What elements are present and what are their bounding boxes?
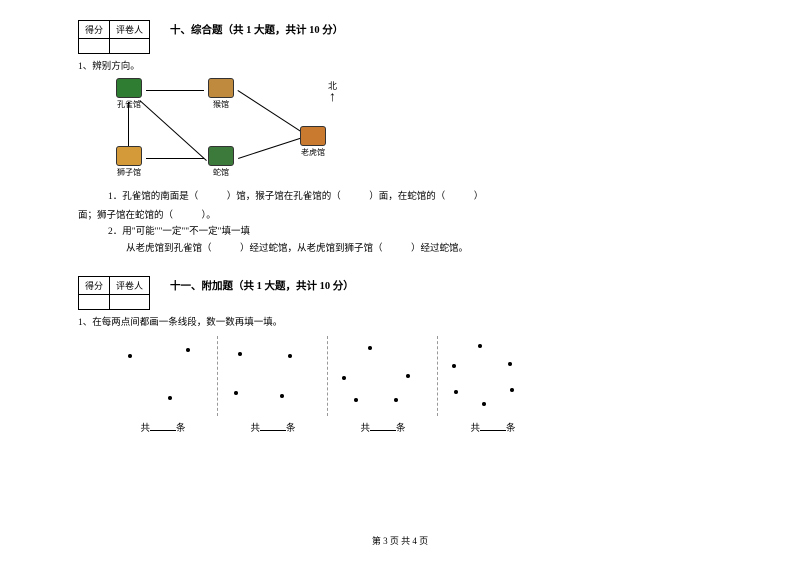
dot [342, 376, 346, 380]
s10-sub2a: 2．用"可能""一定""不一定"填一填 [108, 225, 722, 240]
blank-suffix-1: 条 [286, 424, 296, 434]
monkey-icon [208, 78, 234, 98]
dot [454, 390, 458, 394]
dot [452, 364, 456, 368]
dot [288, 354, 292, 358]
score-blank-2 [110, 39, 150, 54]
score-cell-points: 得分 [79, 21, 110, 39]
blank-cell-1: 共条 [218, 420, 328, 434]
blank-prefix-2: 共 [360, 424, 370, 434]
edge-lion-snake [146, 158, 204, 159]
dot [186, 348, 190, 352]
dot-cell-3 [438, 336, 548, 416]
blank-suffix-2: 条 [396, 424, 406, 434]
blank-prefix-3: 共 [470, 424, 480, 434]
node-snake: 蛇馆 [202, 146, 240, 178]
score-cell-grader: 评卷人 [110, 21, 150, 39]
blank-line-0 [150, 421, 176, 431]
blank-cell-0: 共条 [108, 420, 218, 434]
lion-icon [116, 146, 142, 166]
node-lion: 狮子馆 [110, 146, 148, 178]
blank-cell-2: 共条 [328, 420, 438, 434]
dot [406, 374, 410, 378]
blank-line-1 [260, 421, 286, 431]
dot-cell-0 [108, 336, 218, 416]
section-11-header: 得分 评卷人 十一、附加题（共 1 大题，共计 10 分） [78, 276, 722, 310]
blank-cell-3: 共条 [438, 420, 548, 434]
dot [394, 398, 398, 402]
dot-cell-1 [218, 336, 328, 416]
blank-row: 共条 共条 共条 共条 [108, 420, 722, 434]
tiger-icon [300, 126, 326, 146]
lion-label: 狮子馆 [110, 167, 148, 178]
score-cell-grader-11: 评卷人 [110, 276, 150, 294]
dot [280, 394, 284, 398]
node-tiger: 老虎馆 [294, 126, 332, 158]
score-blank-1 [79, 39, 110, 54]
dot [234, 391, 238, 395]
dot [354, 398, 358, 402]
peacock-icon [116, 78, 142, 98]
blank-line-3 [480, 421, 506, 431]
blank-prefix-1: 共 [250, 424, 260, 434]
blank-prefix-0: 共 [140, 424, 150, 434]
dot [510, 388, 514, 392]
q10-1: 1、辨别方向。 [78, 58, 722, 72]
page-footer: 第 3 页 共 4 页 [0, 534, 800, 547]
section-11-title: 十一、附加题（共 1 大题，共计 10 分） [170, 278, 354, 293]
dot [508, 362, 512, 366]
snake-label: 蛇馆 [202, 167, 240, 178]
dot [128, 354, 132, 358]
edge-peacock-snake [139, 100, 207, 161]
monkey-label: 猴馆 [202, 99, 240, 110]
blank-suffix-3: 条 [506, 424, 516, 434]
dot-cell-2 [328, 336, 438, 416]
dot [478, 344, 482, 348]
peacock-label: 孔雀馆 [110, 99, 148, 110]
s10-sub2b: 从老虎馆到孔雀馆（ ）经过蛇馆，从老虎馆到狮子馆（ ）经过蛇馆。 [126, 242, 722, 257]
s10-sub1b: 面；狮子馆在蛇馆的（ ）。 [78, 207, 722, 221]
section-10-header: 得分 评卷人 十、综合题（共 1 大题，共计 10 分） [78, 20, 722, 54]
edge-peacock-monkey [146, 90, 204, 91]
arrow-up-icon: ↑ [328, 92, 337, 103]
tiger-label: 老虎馆 [294, 147, 332, 158]
score-cell-points-11: 得分 [79, 276, 110, 294]
score-table: 得分 评卷人 [78, 20, 150, 54]
blank-line-2 [370, 421, 396, 431]
section-10-title: 十、综合题（共 1 大题，共计 10 分） [170, 22, 343, 37]
direction-diagram: 孔雀馆 猴馆 狮子馆 蛇馆 老虎馆 北 ↑ [98, 76, 358, 186]
snake-icon [208, 146, 234, 166]
dot [238, 352, 242, 356]
node-monkey: 猴馆 [202, 78, 240, 110]
blank-suffix-0: 条 [176, 424, 186, 434]
q11-1: 1、在每两点间都画一条线段，数一数再填一填。 [78, 314, 722, 328]
dot [368, 346, 372, 350]
score-blank-11a [79, 294, 110, 309]
node-peacock: 孔雀馆 [110, 78, 148, 110]
score-table-11: 得分 评卷人 [78, 276, 150, 310]
dot [168, 396, 172, 400]
dot [482, 402, 486, 406]
s10-sub1a: 1．孔雀馆的南面是（ ）馆，猴子馆在孔雀馆的（ ）面，在蛇馆的（ ） [108, 190, 722, 205]
north-arrow: 北 ↑ [328, 82, 337, 103]
score-blank-11b [110, 294, 150, 309]
dot-section [108, 336, 722, 416]
